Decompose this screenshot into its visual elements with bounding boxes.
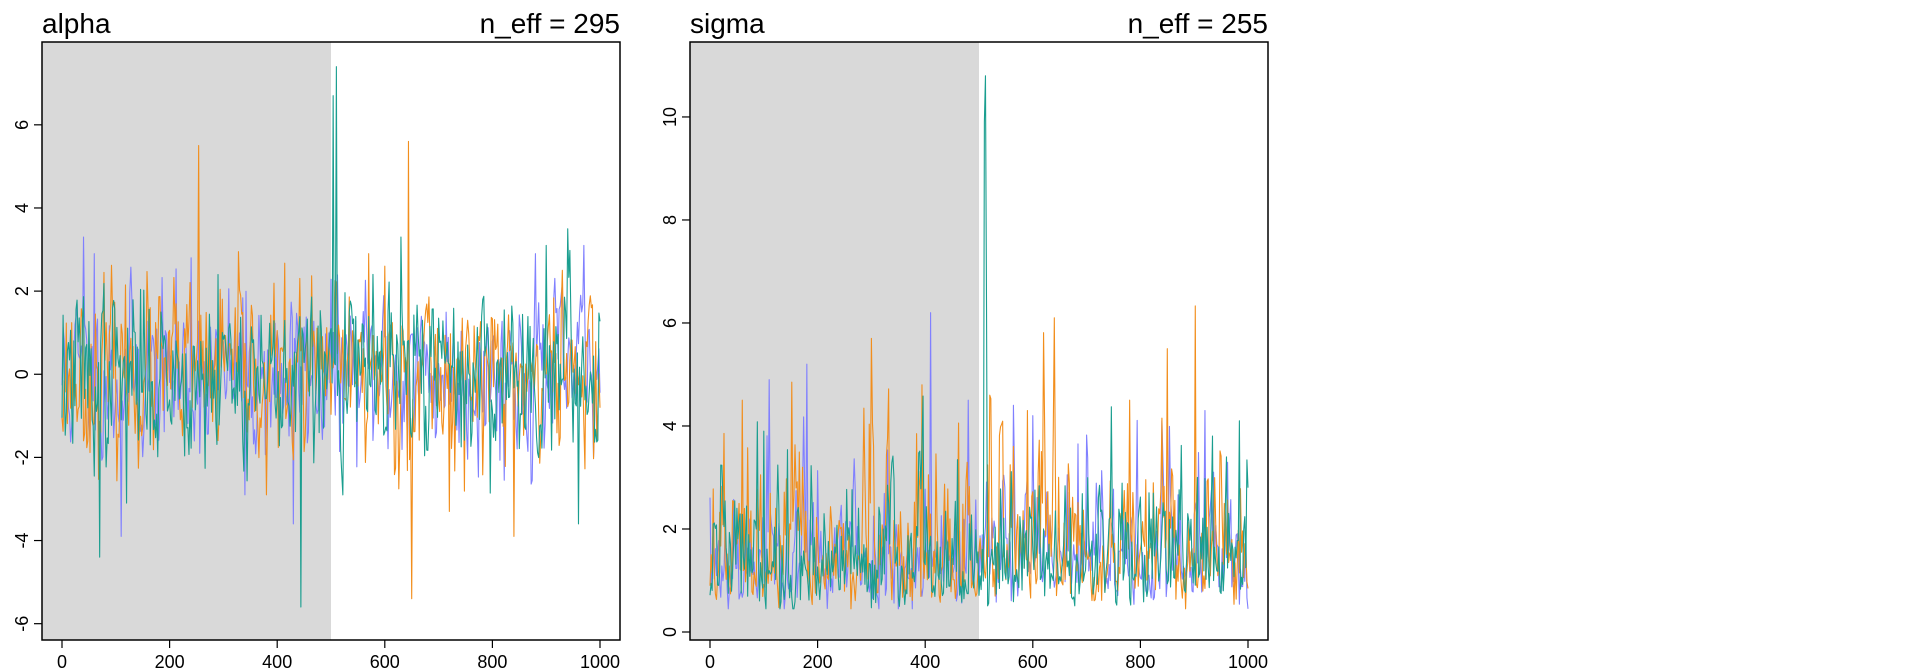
y-tick-label-sigma-6: 6 xyxy=(660,318,680,328)
y-axis-alpha: -6 -4 -2 0 2 4 6 xyxy=(12,120,42,632)
trace-line-alpha-chain-2 xyxy=(61,140,601,600)
trace-line-sigma-chain-3 xyxy=(709,75,1249,610)
x-tick-label-alpha-0: 0 xyxy=(57,652,67,672)
y-tick-label-alpha-0: 0 xyxy=(12,369,32,379)
x-tick-label-alpha-200: 200 xyxy=(155,652,185,672)
trace-line-alpha-chain-3 xyxy=(61,66,601,608)
plot-frame-alpha xyxy=(41,41,621,641)
plot-frame-sigma xyxy=(689,41,1269,641)
panel-alpha: -6 -4 -2 0 2 4 6 0 200 400 600 800 1000 alpha n_eff… xyxy=(12,8,621,672)
y-tick-label-alpha--2: -2 xyxy=(12,449,32,465)
y-tick-label-alpha-6: 6 xyxy=(12,120,32,130)
y-tick-label-sigma-2: 2 xyxy=(660,524,680,534)
panel-title-alpha: alpha xyxy=(42,8,111,39)
series-group-alpha xyxy=(61,66,601,608)
x-tick-label-alpha-1000: 1000 xyxy=(580,652,620,672)
panel-sigma: 0 2 4 6 8 10 0 200 400 600 800 1000 sigma n_eff = … xyxy=(660,8,1269,672)
panel-title-sigma: sigma xyxy=(690,8,765,39)
y-tick-label-alpha-4: 4 xyxy=(12,203,32,213)
y-axis-sigma: 0 2 4 6 8 10 xyxy=(660,107,690,637)
x-tick-label-sigma-800: 800 xyxy=(1125,652,1155,672)
trace-line-alpha-chain-1 xyxy=(61,236,601,537)
x-tick-label-sigma-0: 0 xyxy=(705,652,715,672)
y-tick-label-sigma-0: 0 xyxy=(660,627,680,637)
series-group-sigma xyxy=(709,75,1249,610)
x-tick-label-sigma-600: 600 xyxy=(1018,652,1048,672)
x-tick-label-alpha-600: 600 xyxy=(370,652,400,672)
x-tick-label-sigma-400: 400 xyxy=(910,652,940,672)
x-axis-sigma: 0 200 400 600 800 1000 xyxy=(705,640,1268,672)
y-tick-label-sigma-4: 4 xyxy=(660,421,680,431)
x-axis-alpha: 0 200 400 600 800 1000 xyxy=(57,640,620,672)
y-tick-label-sigma-10: 10 xyxy=(660,107,680,127)
y-tick-label-alpha--4: -4 xyxy=(12,533,32,549)
x-tick-label-alpha-400: 400 xyxy=(262,652,292,672)
y-tick-label-sigma-8: 8 xyxy=(660,215,680,225)
n-eff-alpha: n_eff = 295 xyxy=(480,8,620,39)
y-tick-label-alpha--6: -6 xyxy=(12,616,32,632)
y-tick-label-alpha-2: 2 xyxy=(12,286,32,296)
x-tick-label-sigma-1000: 1000 xyxy=(1228,652,1268,672)
trace-line-sigma-chain-2 xyxy=(709,305,1249,610)
x-tick-label-alpha-800: 800 xyxy=(477,652,507,672)
n-eff-sigma: n_eff = 255 xyxy=(1128,8,1268,39)
warmup-region-alpha xyxy=(42,42,331,640)
x-tick-label-sigma-200: 200 xyxy=(803,652,833,672)
